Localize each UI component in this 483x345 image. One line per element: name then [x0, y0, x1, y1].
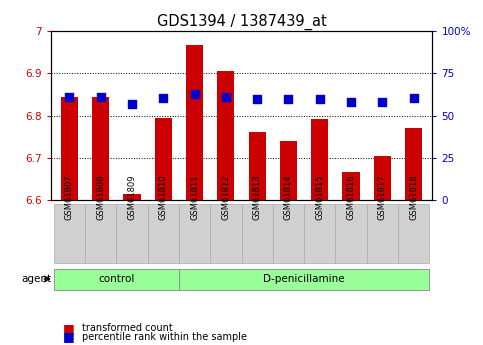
FancyBboxPatch shape: [367, 204, 398, 263]
FancyBboxPatch shape: [148, 204, 179, 263]
Text: GSM61814: GSM61814: [284, 175, 293, 220]
FancyBboxPatch shape: [210, 204, 242, 263]
Text: transformed count: transformed count: [82, 323, 173, 333]
Bar: [155, 118, 172, 200]
Point: [66, 94, 73, 99]
Text: D-penicillamine: D-penicillamine: [263, 274, 345, 284]
Text: agent: agent: [21, 274, 51, 284]
Bar: [124, 194, 141, 200]
Point: [284, 96, 292, 101]
Bar: [374, 156, 391, 200]
Point: [191, 91, 199, 96]
Text: GSM61818: GSM61818: [409, 175, 418, 220]
Text: ■: ■: [63, 322, 74, 335]
Bar: [217, 71, 234, 200]
Title: GDS1394 / 1387439_at: GDS1394 / 1387439_at: [156, 13, 327, 30]
Point: [316, 96, 324, 101]
FancyBboxPatch shape: [304, 204, 335, 263]
FancyBboxPatch shape: [398, 204, 429, 263]
Text: percentile rank within the sample: percentile rank within the sample: [82, 332, 247, 342]
FancyBboxPatch shape: [85, 204, 116, 263]
FancyBboxPatch shape: [273, 204, 304, 263]
Point: [222, 95, 230, 100]
Bar: [61, 97, 78, 200]
Bar: [249, 132, 266, 200]
Bar: [311, 119, 328, 200]
Point: [97, 95, 105, 100]
Bar: [186, 45, 203, 200]
Point: [347, 99, 355, 105]
Point: [128, 101, 136, 107]
FancyBboxPatch shape: [242, 204, 273, 263]
Bar: [342, 172, 359, 200]
FancyBboxPatch shape: [116, 204, 148, 263]
Text: GSM61808: GSM61808: [96, 175, 105, 220]
Text: GSM61809: GSM61809: [128, 175, 137, 220]
Point: [410, 96, 417, 101]
FancyBboxPatch shape: [335, 204, 367, 263]
Text: GSM61812: GSM61812: [221, 175, 230, 220]
Text: GSM61813: GSM61813: [253, 175, 262, 220]
FancyBboxPatch shape: [179, 204, 210, 263]
Point: [378, 99, 386, 105]
Bar: [405, 128, 422, 200]
Text: control: control: [98, 274, 135, 284]
Text: GSM61811: GSM61811: [190, 175, 199, 220]
FancyBboxPatch shape: [54, 204, 85, 263]
Bar: [280, 141, 297, 200]
FancyBboxPatch shape: [179, 268, 429, 290]
Point: [159, 96, 167, 101]
Point: [253, 96, 261, 101]
FancyBboxPatch shape: [54, 268, 179, 290]
Text: GSM61810: GSM61810: [159, 175, 168, 220]
Text: GSM61807: GSM61807: [65, 175, 74, 220]
Text: GSM61816: GSM61816: [346, 175, 355, 220]
Text: GSM61817: GSM61817: [378, 175, 387, 220]
Text: ■: ■: [63, 330, 74, 343]
Bar: [92, 97, 109, 200]
Text: GSM61815: GSM61815: [315, 175, 324, 220]
